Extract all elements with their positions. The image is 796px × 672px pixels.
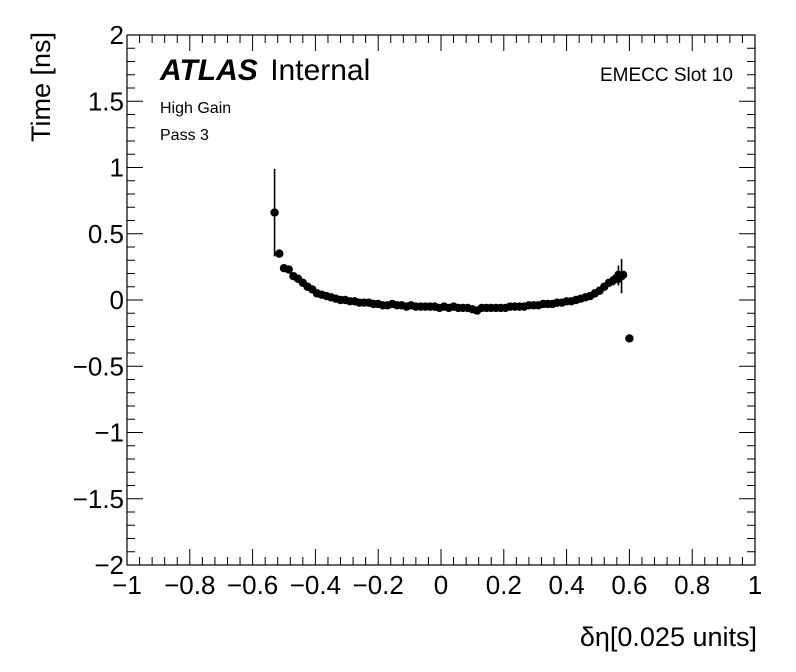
atlas-internal-text: Internal <box>270 54 370 87</box>
x-tick-label: 0.2 <box>486 570 522 600</box>
y-tick-labels: −2 −1.5 −1 −0.5 0 0.5 1 1.5 2 <box>73 20 124 580</box>
x-tick-label: −0.4 <box>290 570 341 600</box>
pass-label: Pass 3 <box>160 127 209 144</box>
y-tick-label: 0.5 <box>88 219 124 249</box>
y-tick-label: −1 <box>94 418 124 448</box>
data-point <box>270 208 279 217</box>
x-axis-title: δη[0.025 units] <box>580 622 757 652</box>
data-point <box>284 265 293 274</box>
y-tick-label: 1.5 <box>88 86 124 116</box>
x-tick-label: −0.8 <box>164 570 215 600</box>
x-tick-label: 0.8 <box>674 570 710 600</box>
atlas-label: ATLAS Internal <box>159 54 370 87</box>
x-tick-label: 1 <box>748 570 762 600</box>
data-point <box>275 249 284 258</box>
slot-label: EMECC Slot 10 <box>600 65 733 86</box>
data-point <box>625 334 634 343</box>
y-tick-label: 2 <box>110 20 124 50</box>
x-tick-label: 0.6 <box>611 570 647 600</box>
y-tick-label: 0 <box>110 285 124 315</box>
y-tick-label: −2 <box>94 550 124 580</box>
y-axis-title: Time [ns] <box>26 32 56 142</box>
axis-ticks <box>126 34 756 566</box>
x-tick-label: −1 <box>112 570 142 600</box>
data-points <box>270 168 634 343</box>
data-point <box>617 271 626 281</box>
y-tick-label: −0.5 <box>73 351 124 381</box>
y-tick-label: 1 <box>110 153 124 183</box>
gain-label: High Gain <box>160 100 231 117</box>
x-tick-label: −0.6 <box>227 570 278 600</box>
x-tick-label: 0.4 <box>549 570 585 600</box>
y-tick-label: −1.5 <box>73 484 124 514</box>
x-tick-labels: −1 −0.8 −0.6 −0.4 −0.2 0 0.2 0.4 0.6 0.8 1 <box>112 570 762 600</box>
atlas-logo-text: ATLAS <box>159 54 258 87</box>
x-tick-label: 0 <box>434 570 448 600</box>
x-tick-label: −0.2 <box>353 570 404 600</box>
